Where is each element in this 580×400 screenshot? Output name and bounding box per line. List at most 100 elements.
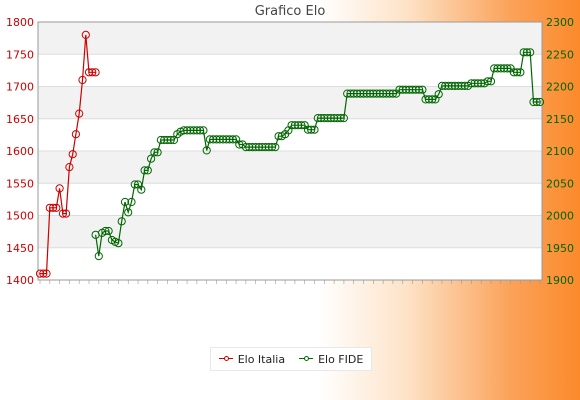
data-point-elo-fide[interactable] (470, 79, 479, 88)
data-point-elo-fide[interactable] (526, 48, 535, 57)
data-point-elo-fide[interactable] (127, 197, 136, 207)
data-point-elo-fide[interactable] (209, 135, 218, 144)
data-point-elo-fide[interactable] (179, 126, 188, 135)
data-point-elo-italia[interactable] (52, 203, 61, 212)
data-point-elo-fide[interactable] (192, 126, 201, 135)
data-point-elo-fide[interactable] (401, 85, 411, 94)
data-point-elo-fide[interactable] (519, 48, 528, 57)
data-point-elo-fide[interactable] (117, 217, 126, 226)
data-point-elo-fide[interactable] (326, 114, 335, 123)
data-point-elo-italia[interactable] (42, 269, 51, 278)
data-point-elo-italia[interactable] (75, 109, 84, 118)
data-point-elo-fide[interactable] (114, 239, 123, 248)
data-point-elo-fide[interactable] (130, 180, 139, 189)
data-point-elo-fide[interactable] (490, 64, 499, 73)
data-point-elo-fide[interactable] (513, 68, 522, 77)
data-point-elo-fide[interactable] (375, 89, 384, 98)
data-point-elo-fide[interactable] (140, 166, 149, 175)
data-point-elo-fide[interactable] (150, 148, 159, 157)
data-point-elo-fide[interactable] (473, 79, 482, 88)
data-point-elo-fide[interactable] (411, 85, 420, 94)
data-point-elo-fide[interactable] (437, 81, 447, 91)
data-point-elo-italia[interactable] (91, 68, 100, 77)
data-point-elo-fide[interactable] (333, 114, 342, 123)
data-point-elo-fide[interactable] (503, 64, 512, 73)
data-point-elo-fide[interactable] (241, 143, 250, 152)
data-point-elo-fide[interactable] (261, 143, 270, 152)
data-point-elo-fide[interactable] (522, 48, 532, 57)
data-point-elo-fide[interactable] (205, 135, 214, 144)
data-point-elo-italia[interactable] (45, 203, 54, 212)
data-point-elo-fide[interactable] (379, 89, 388, 98)
data-point-elo-fide[interactable] (349, 89, 358, 98)
data-point-elo-fide[interactable] (500, 64, 509, 73)
data-point-elo-fide[interactable] (408, 85, 417, 94)
data-point-elo-italia[interactable] (68, 150, 77, 159)
data-point-elo-fide[interactable] (457, 81, 466, 91)
data-point-elo-fide[interactable] (320, 114, 329, 123)
legend-item-elo-italia[interactable]: Elo Italia (218, 353, 285, 366)
data-point-elo-fide[interactable] (385, 89, 394, 98)
data-point-elo-fide[interactable] (483, 77, 492, 86)
data-point-elo-italia[interactable] (65, 163, 74, 172)
data-point-elo-fide[interactable] (424, 95, 433, 104)
data-point-elo-fide[interactable] (101, 226, 110, 236)
data-point-elo-fide[interactable] (248, 143, 257, 152)
data-point-elo-fide[interactable] (225, 135, 234, 144)
data-point-elo-fide[interactable] (372, 89, 381, 98)
data-point-elo-fide[interactable] (202, 146, 211, 155)
data-point-elo-fide[interactable] (323, 114, 332, 123)
data-point-elo-fide[interactable] (352, 89, 362, 98)
data-point-elo-fide[interactable] (251, 143, 260, 152)
data-point-elo-italia[interactable] (71, 130, 81, 139)
data-point-elo-fide[interactable] (405, 85, 414, 94)
data-point-elo-fide[interactable] (156, 135, 165, 145)
data-point-elo-fide[interactable] (316, 114, 326, 123)
data-point-elo-italia[interactable] (58, 209, 68, 218)
data-point-elo-fide[interactable] (160, 135, 169, 145)
data-point-elo-fide[interactable] (532, 97, 541, 107)
data-point-elo-fide[interactable] (104, 226, 113, 236)
data-point-elo-fide[interactable] (516, 68, 525, 77)
data-point-elo-italia[interactable] (81, 30, 90, 40)
data-point-elo-fide[interactable] (215, 135, 224, 144)
data-point-elo-fide[interactable] (271, 143, 280, 152)
data-point-elo-fide[interactable] (287, 121, 296, 130)
data-point-elo-fide[interactable] (290, 121, 299, 130)
data-point-elo-fide[interactable] (218, 135, 228, 144)
data-point-elo-fide[interactable] (398, 85, 407, 94)
data-point-elo-fide[interactable] (529, 97, 538, 107)
data-point-elo-fide[interactable] (153, 148, 162, 157)
data-point-elo-fide[interactable] (294, 121, 303, 130)
data-point-elo-fide[interactable] (212, 135, 221, 144)
data-point-elo-fide[interactable] (163, 135, 172, 145)
data-point-elo-italia[interactable] (88, 68, 97, 77)
data-point-elo-fide[interactable] (382, 89, 391, 98)
data-point-elo-italia[interactable] (35, 269, 45, 278)
data-point-elo-fide[interactable] (147, 154, 156, 163)
data-point-elo-fide[interactable] (258, 143, 267, 152)
data-point-elo-italia[interactable] (78, 75, 87, 85)
data-point-elo-fide[interactable] (343, 89, 352, 98)
legend-item-elo-fide[interactable]: Elo FIDE (299, 353, 363, 366)
data-point-elo-fide[interactable] (120, 197, 130, 207)
data-point-elo-fide[interactable] (486, 77, 496, 86)
data-point-elo-fide[interactable] (415, 85, 424, 94)
data-point-elo-fide[interactable] (303, 125, 313, 134)
data-point-elo-fide[interactable] (196, 126, 205, 135)
data-point-elo-fide[interactable] (356, 89, 365, 98)
data-point-elo-fide[interactable] (222, 135, 231, 144)
data-point-elo-fide[interactable] (509, 68, 519, 77)
data-point-elo-fide[interactable] (186, 126, 195, 135)
data-point-elo-fide[interactable] (444, 81, 453, 91)
data-point-elo-fide[interactable] (496, 64, 505, 73)
data-point-elo-fide[interactable] (137, 185, 146, 194)
data-point-elo-fide[interactable] (369, 89, 378, 98)
data-point-elo-italia[interactable] (55, 184, 64, 193)
data-point-elo-italia[interactable] (62, 209, 71, 218)
data-point-elo-fide[interactable] (339, 114, 348, 123)
data-point-elo-fide[interactable] (467, 79, 476, 88)
data-point-elo-fide[interactable] (313, 114, 322, 123)
data-point-elo-fide[interactable] (447, 81, 456, 91)
data-point-elo-fide[interactable] (346, 89, 355, 98)
